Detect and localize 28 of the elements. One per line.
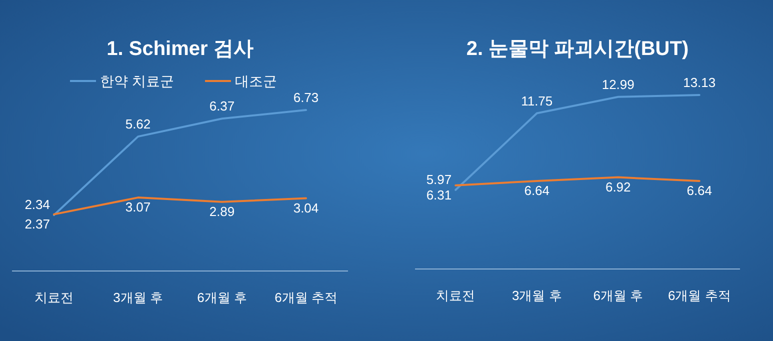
x-tick-label: 6개월 추적 xyxy=(668,288,731,303)
data-label: 5.97 xyxy=(426,172,452,187)
data-label: 3.04 xyxy=(293,200,319,216)
data-label: 5.62 xyxy=(125,116,151,132)
data-label: 2.37 xyxy=(24,216,50,232)
data-label: 6.73 xyxy=(293,90,319,105)
x-tick-label: 3개월 후 xyxy=(113,290,163,305)
chart-title: 1. Schimer 검사 xyxy=(106,38,254,60)
x-tick-label: 3개월 후 xyxy=(512,288,562,303)
legend-label: 한약 치료군 xyxy=(100,73,174,89)
data-label: 6.37 xyxy=(209,98,235,114)
data-label: 6.64 xyxy=(524,183,550,198)
x-tick-label: 치료전 xyxy=(436,288,476,303)
x-tick-label: 6개월 후 xyxy=(593,288,644,303)
data-label: 6.92 xyxy=(605,179,631,194)
x-tick-label: 6개월 후 xyxy=(197,290,247,305)
x-tick-label: 치료전 xyxy=(34,290,74,305)
data-label: 6.64 xyxy=(686,183,712,198)
data-label: 2.34 xyxy=(24,197,50,212)
data-label: 13.13 xyxy=(683,75,716,90)
x-tick-label: 6개월 추적 xyxy=(274,290,338,305)
chart-title: 2. 눈물막 파괴시간(BUT) xyxy=(466,38,689,60)
data-label: 6.31 xyxy=(426,187,452,202)
data-label: 11.75 xyxy=(521,93,553,108)
data-label: 12.99 xyxy=(602,76,634,92)
data-label: 3.07 xyxy=(125,200,151,215)
legend-label: 대조군 xyxy=(235,73,277,89)
data-label: 2.89 xyxy=(209,204,235,219)
